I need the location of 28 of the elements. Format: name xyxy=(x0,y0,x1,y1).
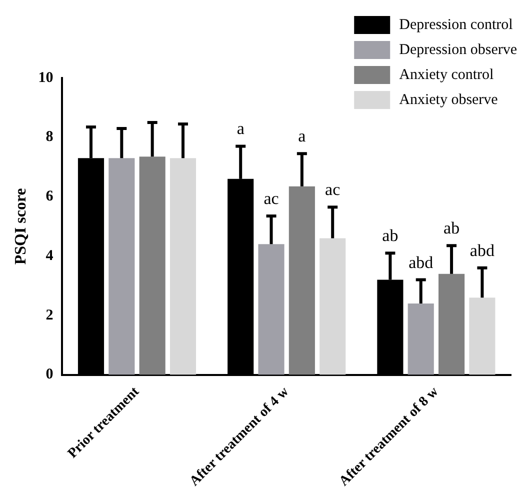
y-tick-label: 4 xyxy=(46,248,54,264)
data-label: a xyxy=(298,126,306,146)
legend-label: Anxiety observe xyxy=(399,92,498,108)
y-tick-label: 2 xyxy=(46,307,54,324)
data-label: ac xyxy=(325,180,341,200)
legend-label: Depression control xyxy=(399,16,513,33)
y-tick-label: 10 xyxy=(38,70,54,86)
data-label: abd xyxy=(470,240,495,260)
data-label: ab xyxy=(444,218,460,238)
legend-label: Anxiety control xyxy=(399,66,494,83)
bar xyxy=(469,298,496,375)
bar xyxy=(288,186,315,375)
y-axis-title: PSQI score xyxy=(12,188,30,265)
data-label: abd xyxy=(408,252,434,272)
bar xyxy=(258,244,284,375)
legend-label: Depression observe xyxy=(399,42,518,58)
bar xyxy=(108,158,135,375)
data-label: a xyxy=(236,119,245,138)
bar xyxy=(139,156,166,375)
y-tick-label: 8 xyxy=(46,129,54,146)
bar xyxy=(438,274,465,375)
data-label: ab xyxy=(382,226,398,246)
bar xyxy=(408,304,434,375)
bar xyxy=(320,238,346,375)
data-label: ac xyxy=(264,188,280,208)
y-tick-label: 0 xyxy=(46,366,54,383)
y-tick-label: 6 xyxy=(46,188,54,205)
bar xyxy=(170,158,196,375)
